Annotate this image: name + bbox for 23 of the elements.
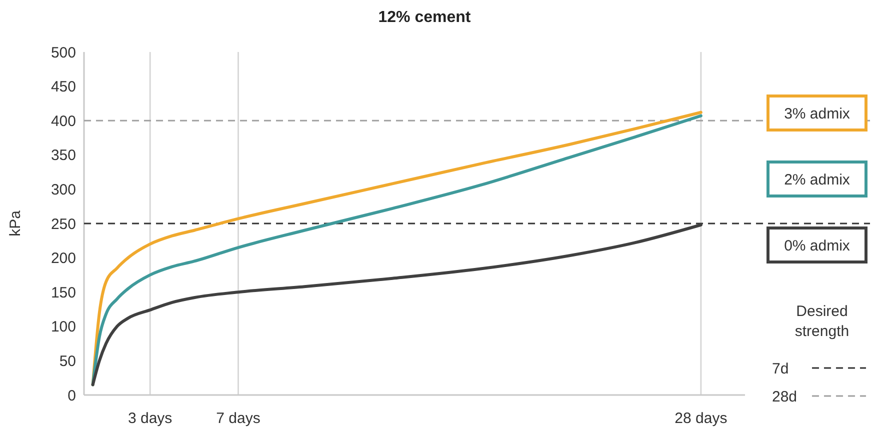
y-tick-label: 400 (50, 112, 76, 130)
y-tick-label: 250 (50, 216, 76, 233)
y-tick-label: 50 (59, 352, 76, 370)
x-tick-label: 3 days (128, 410, 172, 427)
y-axis-title: kPa (7, 210, 24, 236)
y-tick-label: 200 (50, 250, 76, 268)
x-tick-label: 28 days (674, 410, 728, 427)
legend-label: 28d (772, 388, 798, 406)
y-tick-label: 450 (50, 78, 76, 96)
text: Desired strength (794, 303, 850, 340)
text: 0% admix (784, 237, 850, 254)
y-tick-label: 500 (50, 44, 76, 62)
y-tick-label: 150 (50, 284, 76, 302)
x-tick-label: 7 days (216, 410, 260, 427)
chart-title: 12% cement (378, 9, 472, 26)
y-tick-label: 300 (50, 181, 76, 198)
text: 3% admix (784, 105, 850, 122)
y-tick-label: 0 (68, 387, 76, 404)
text: 2% admix (784, 171, 850, 188)
line-series (91, 223, 702, 386)
y-tick-label: 100 (50, 318, 76, 336)
legend-label: 7d (772, 360, 789, 378)
y-tick-label: 350 (50, 147, 76, 164)
